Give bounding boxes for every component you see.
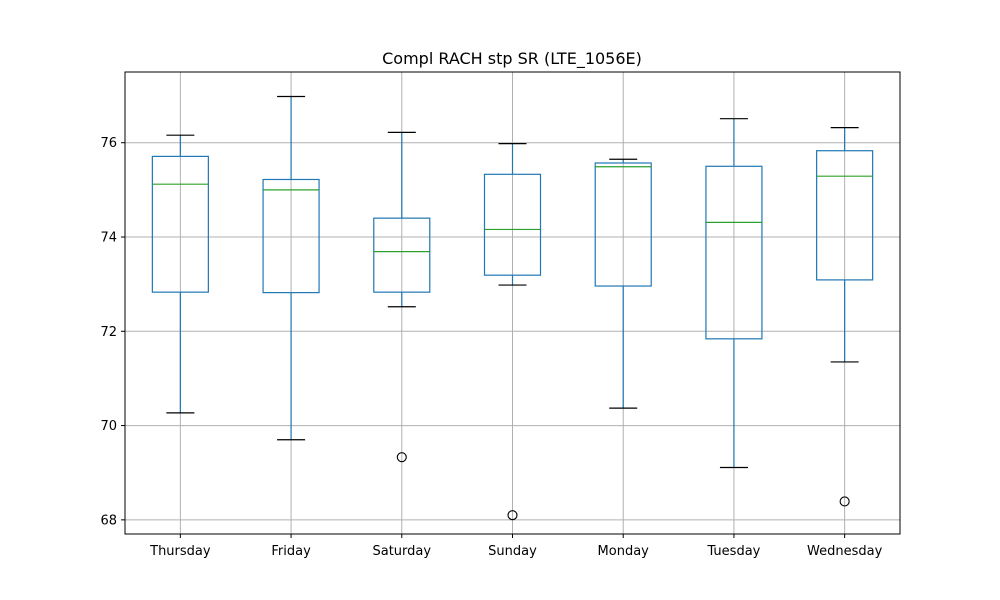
iqr-box [262,178,320,294]
iqr-box [705,165,763,340]
outlier-point [839,496,850,507]
box-thursday [151,134,209,414]
iqr-box [594,162,652,287]
axis-ticks: 68 70 72 74 76 Thursday Friday Saturday Sunday Mo… [100,136,882,559]
chart-title: Compl RACH stp SR (LTE_1056E) [382,49,642,69]
x-tick-label: Friday [271,544,311,559]
box-monday [594,158,652,409]
x-tick-label: Wednesday [807,544,883,559]
iqr-box [151,155,209,293]
box-tuesday [705,118,763,469]
x-tick-label: Sunday [488,544,537,559]
box-saturday [373,131,431,463]
grid [125,72,900,534]
box-friday [262,95,320,441]
outlier-point [507,510,518,521]
x-tick-label: Thursday [149,544,211,559]
x-tick-label: Tuesday [706,544,760,559]
boxes [151,95,874,521]
x-tick-label: Monday [598,544,650,559]
box-sunday [483,143,542,521]
y-tick-label: 72 [100,325,117,340]
x-tick-label: Saturday [372,544,431,559]
iqr-box [816,150,874,281]
iqr-box [373,217,431,293]
outlier-point [396,452,407,463]
y-tick-label: 70 [100,419,117,434]
y-tick-label: 76 [100,136,117,151]
iqr-box [483,173,542,276]
y-tick-label: 74 [100,231,117,246]
box-wednesday [816,127,874,507]
y-tick-label: 68 [100,513,117,528]
